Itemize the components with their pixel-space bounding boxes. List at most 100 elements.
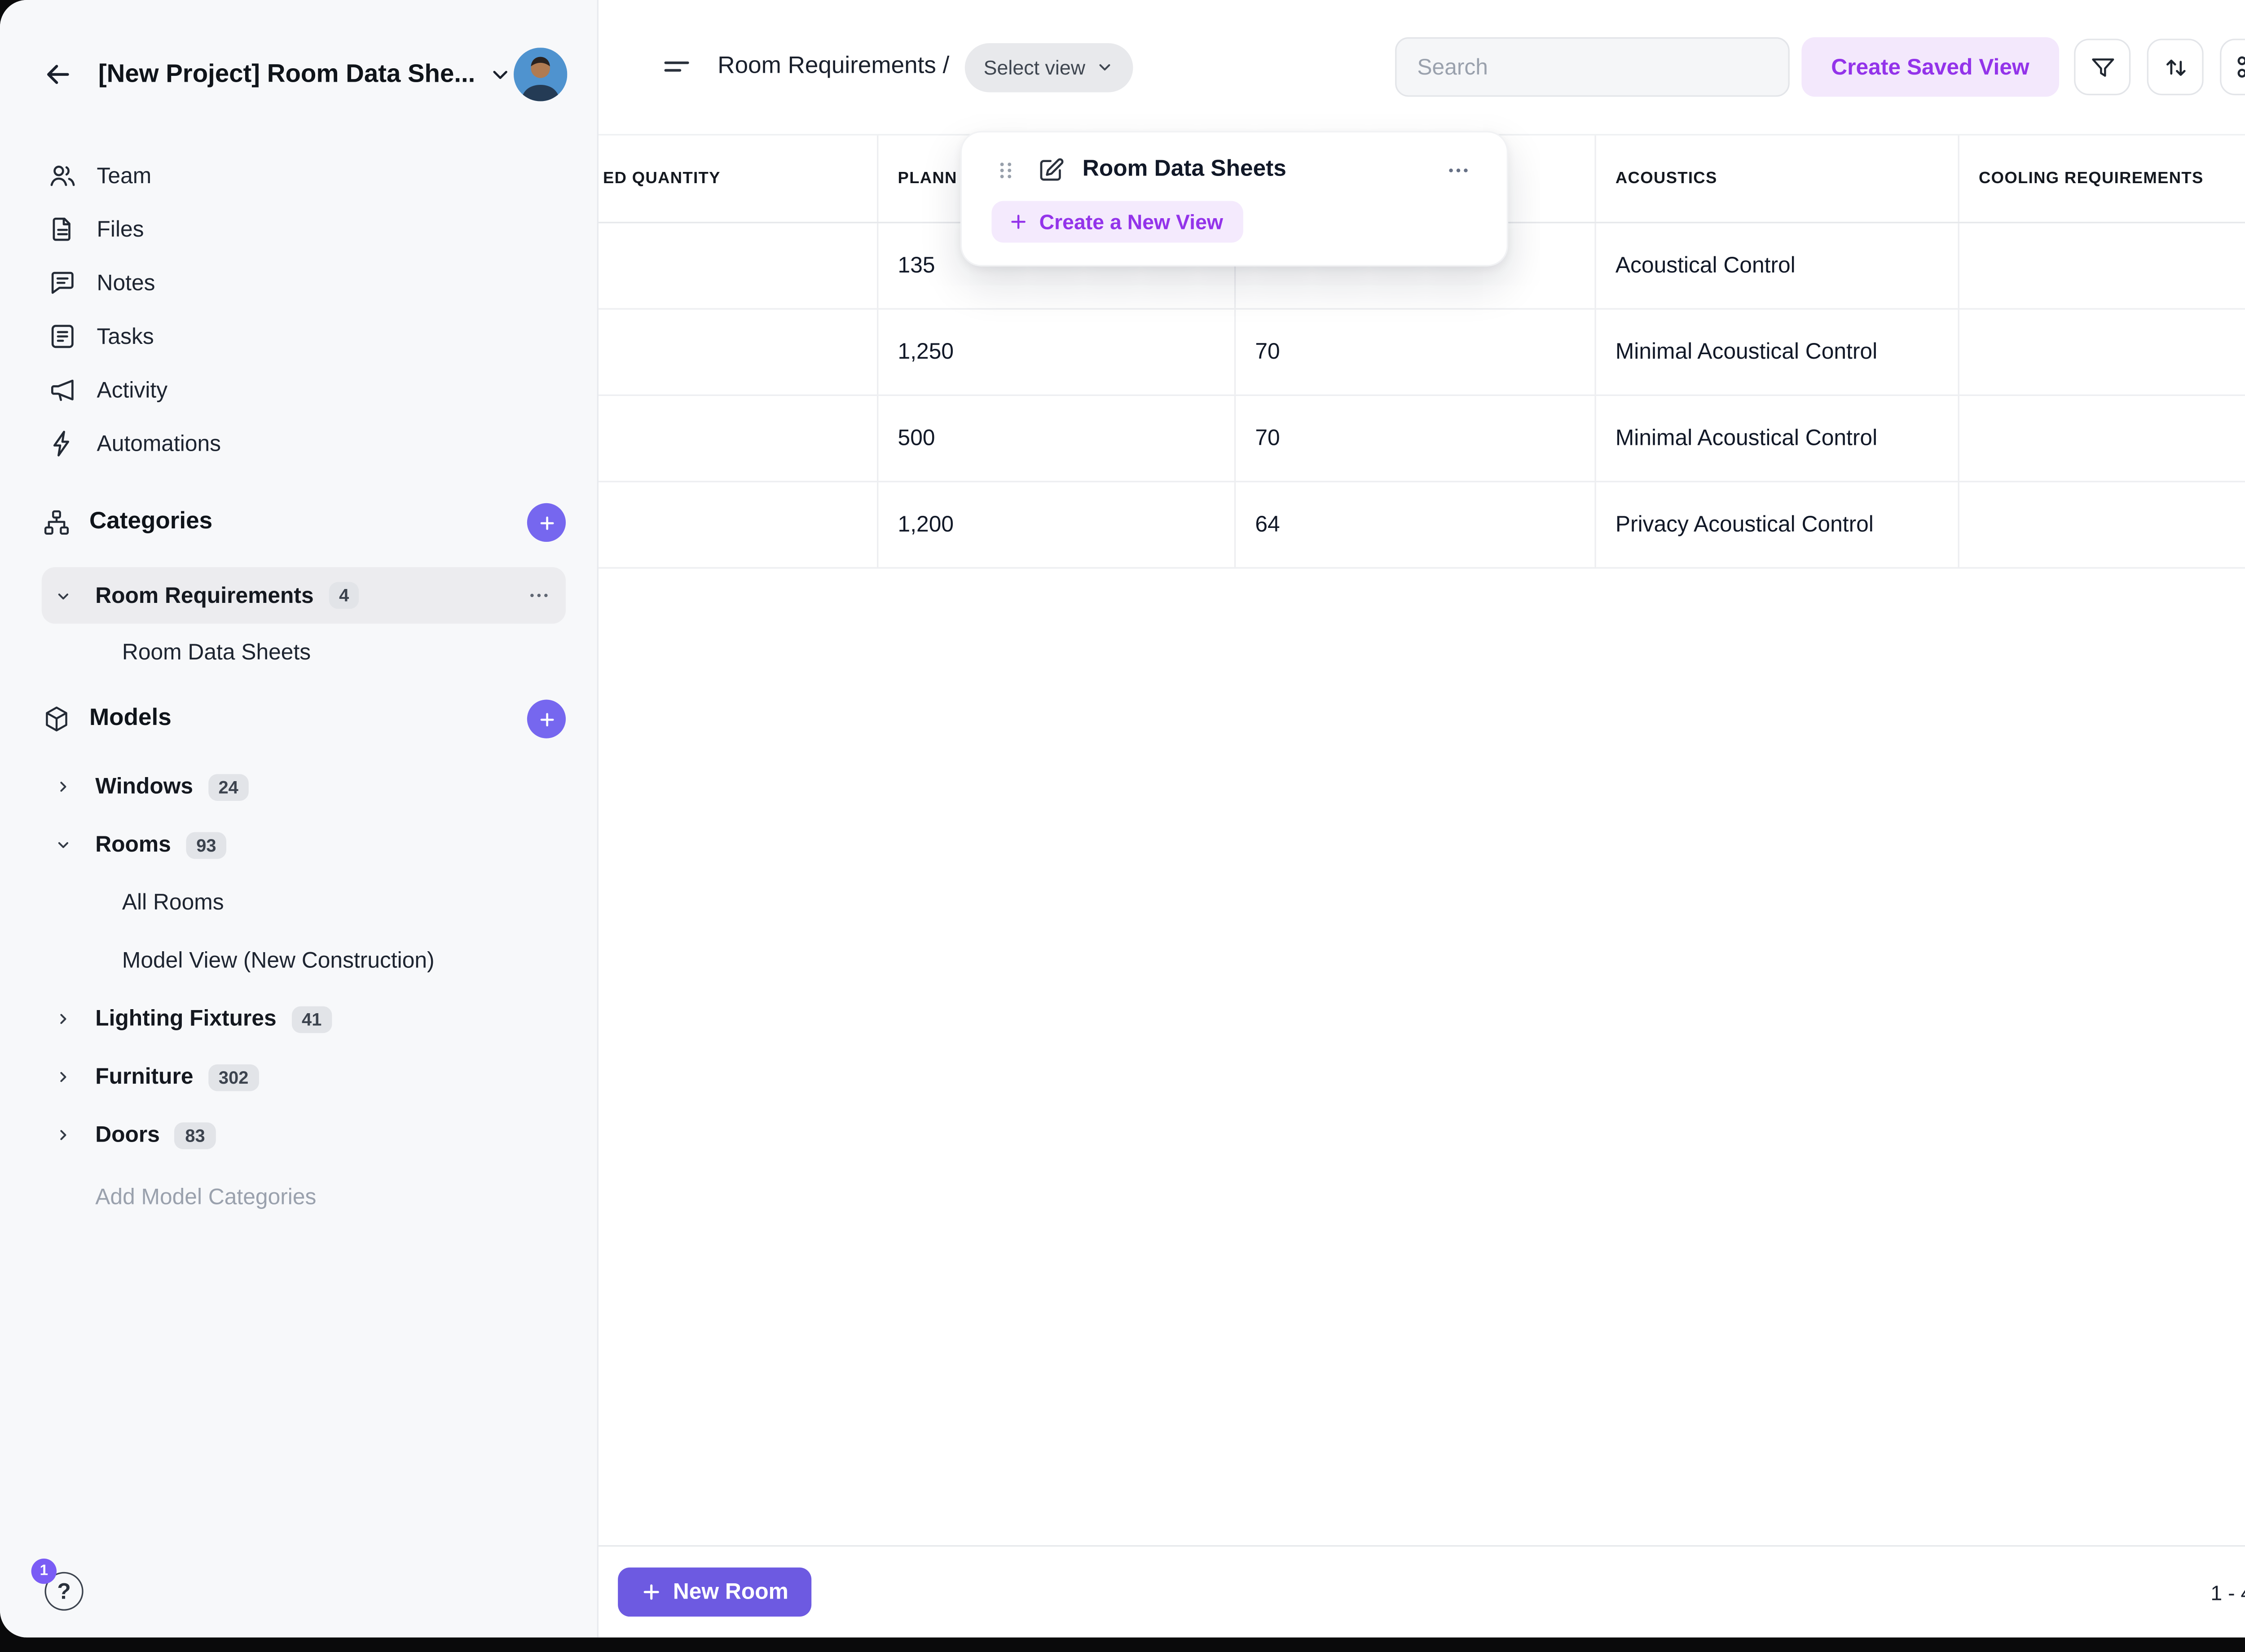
view-item-room-data-sheets[interactable]: Room Data Sheets bbox=[962, 132, 1507, 185]
sidebar-item-files[interactable]: Files bbox=[0, 202, 597, 256]
sidebar-item-room-requirements[interactable]: Room Requirements 4 bbox=[41, 567, 566, 624]
create-saved-view-button[interactable]: Create Saved View bbox=[1801, 37, 2060, 97]
chevron-down-icon[interactable] bbox=[489, 62, 512, 86]
table-row: 1,200 64 Privacy Acoustical Control bbox=[599, 482, 2245, 569]
chevron-right-icon[interactable] bbox=[53, 1127, 71, 1143]
sidebar-item-label: Automations bbox=[97, 431, 221, 457]
chevron-down-icon[interactable] bbox=[53, 837, 71, 853]
chevron-right-icon[interactable] bbox=[53, 1069, 71, 1085]
help-widget: 1 ? bbox=[31, 1558, 84, 1611]
sidebar-item-automations[interactable]: Automations bbox=[0, 417, 597, 470]
table-cell[interactable]: 1,250 bbox=[878, 309, 1236, 395]
sidebar-item-label: Notes bbox=[97, 270, 155, 296]
more-options-icon[interactable] bbox=[1446, 157, 1471, 182]
sidebar-item-model-view-new-construction[interactable]: Model View (New Construction) bbox=[122, 948, 435, 974]
table-cell[interactable] bbox=[1959, 482, 2245, 567]
count-badge: 41 bbox=[291, 1005, 332, 1032]
table-cell[interactable] bbox=[1959, 310, 2245, 395]
table-row: 500 70 Minimal Acoustical Control bbox=[599, 396, 2245, 483]
select-view-dropdown[interactable]: Select view bbox=[964, 42, 1133, 92]
back-arrow-icon[interactable] bbox=[42, 58, 75, 91]
sidebar-item-windows[interactable]: Windows 24 bbox=[42, 758, 566, 816]
count-badge: 93 bbox=[185, 831, 227, 858]
drag-handle-icon[interactable] bbox=[995, 156, 1017, 184]
view-selector-popup: Room Data Sheets Create a New View bbox=[960, 131, 1509, 267]
column-header[interactable]: ACOUSTICS bbox=[1596, 135, 1959, 222]
sidebar-item-furniture[interactable]: Furniture 302 bbox=[42, 1048, 566, 1106]
footer-bar: New Room 1 - 4 of 4 bbox=[599, 1545, 2245, 1638]
categories-section-header: Categories bbox=[0, 493, 597, 553]
table-cell[interactable]: Privacy Acoustical Control bbox=[1596, 482, 1959, 567]
add-model-button[interactable] bbox=[527, 699, 566, 738]
toolbar: Room Requirements / Select view Create S… bbox=[599, 0, 2245, 134]
activity-icon bbox=[48, 375, 77, 405]
sidebar-item-activity[interactable]: Activity bbox=[0, 363, 597, 417]
view-title[interactable]: Room Data Sheets bbox=[1082, 156, 1286, 182]
column-header[interactable]: COOLING REQUIREMENTS bbox=[1978, 170, 2204, 188]
table-cell[interactable] bbox=[599, 482, 879, 567]
table-cell[interactable]: 1,200 bbox=[878, 482, 1236, 567]
sidebar-item-lighting-fixtures[interactable]: Lighting Fixtures 41 bbox=[42, 990, 566, 1048]
table-cell[interactable] bbox=[599, 309, 879, 395]
plus-icon bbox=[1008, 211, 1029, 232]
help-button[interactable]: ? bbox=[44, 1572, 84, 1611]
table-row: 135 Acoustical Control bbox=[599, 223, 2245, 310]
sidebar-item-team[interactable]: Team bbox=[0, 149, 597, 202]
sidebar-item-room-data-sheets[interactable]: Room Data Sheets bbox=[122, 639, 311, 665]
count-badge: 83 bbox=[175, 1121, 216, 1149]
sidebar-item-label: Activity bbox=[97, 377, 168, 403]
apps-button[interactable] bbox=[2220, 39, 2245, 96]
sidebar-item-all-rooms[interactable]: All Rooms bbox=[122, 890, 224, 916]
add-model-categories-link[interactable]: Add Model Categories bbox=[95, 1184, 317, 1210]
tree-item-label: Rooms bbox=[95, 832, 171, 858]
table-cell[interactable]: 500 bbox=[878, 396, 1236, 481]
tree-item-label: Room Requirements bbox=[95, 583, 314, 608]
project-title[interactable]: [New Project] Room Data She... bbox=[98, 59, 475, 88]
table-cell[interactable]: 70 bbox=[1236, 396, 1596, 481]
chevron-down-icon[interactable] bbox=[53, 587, 71, 603]
sidebar-item-label: Files bbox=[97, 216, 144, 242]
table-cell[interactable] bbox=[1959, 396, 2245, 481]
table-cell[interactable]: 64 bbox=[1236, 482, 1596, 567]
count-badge: 4 bbox=[328, 582, 360, 609]
sidebar-item-tasks[interactable]: Tasks bbox=[0, 310, 597, 363]
column-header[interactable]: ED QUANTITY bbox=[599, 135, 879, 222]
table-cell[interactable]: 70 bbox=[1236, 309, 1596, 395]
table-cell[interactable] bbox=[1959, 223, 2245, 308]
sidebar-header: [New Project] Room Data She... bbox=[0, 0, 597, 149]
table-cell[interactable] bbox=[1236, 223, 1596, 308]
sidebar-item-notes[interactable]: Notes bbox=[0, 256, 597, 309]
count-badge: 302 bbox=[208, 1063, 259, 1090]
table-cell[interactable]: Minimal Acoustical Control bbox=[1596, 309, 1959, 395]
breadcrumb: Room Requirements / bbox=[718, 53, 950, 79]
edit-icon[interactable] bbox=[1036, 155, 1066, 185]
chevron-right-icon[interactable] bbox=[53, 778, 71, 795]
view-list-icon[interactable] bbox=[661, 51, 692, 83]
add-category-button[interactable] bbox=[527, 503, 566, 542]
section-title: Models bbox=[89, 705, 172, 731]
models-section-header: Models bbox=[0, 689, 597, 749]
new-room-label: New Room bbox=[673, 1579, 788, 1605]
more-options-icon[interactable] bbox=[527, 584, 551, 607]
create-new-view-button[interactable]: Create a New View bbox=[991, 201, 1244, 243]
column-header[interactable] bbox=[1236, 135, 1596, 222]
filter-button[interactable] bbox=[2074, 39, 2131, 96]
table-cell[interactable] bbox=[599, 223, 879, 308]
tasks-icon bbox=[48, 321, 77, 351]
sidebar-item-rooms[interactable]: Rooms 93 bbox=[42, 816, 566, 874]
avatar[interactable] bbox=[514, 48, 568, 101]
sidebar: [New Project] Room Data She... Team File… bbox=[0, 0, 599, 1638]
sort-button[interactable] bbox=[2147, 39, 2204, 96]
tree-item-label: Furniture bbox=[95, 1064, 194, 1090]
new-room-button[interactable]: New Room bbox=[618, 1567, 811, 1617]
table-cell[interactable] bbox=[599, 396, 879, 481]
tree-item-label: Doors bbox=[95, 1122, 160, 1148]
sidebar-item-doors[interactable]: Doors 83 bbox=[42, 1106, 566, 1164]
create-new-view-label: Create a New View bbox=[1039, 210, 1224, 234]
table-cell[interactable]: Minimal Acoustical Control bbox=[1596, 396, 1959, 481]
table-cell[interactable]: Acoustical Control bbox=[1596, 223, 1959, 308]
search-input[interactable] bbox=[1395, 37, 1790, 97]
chevron-right-icon[interactable] bbox=[53, 1011, 71, 1027]
sidebar-item-label: Team bbox=[97, 163, 152, 189]
